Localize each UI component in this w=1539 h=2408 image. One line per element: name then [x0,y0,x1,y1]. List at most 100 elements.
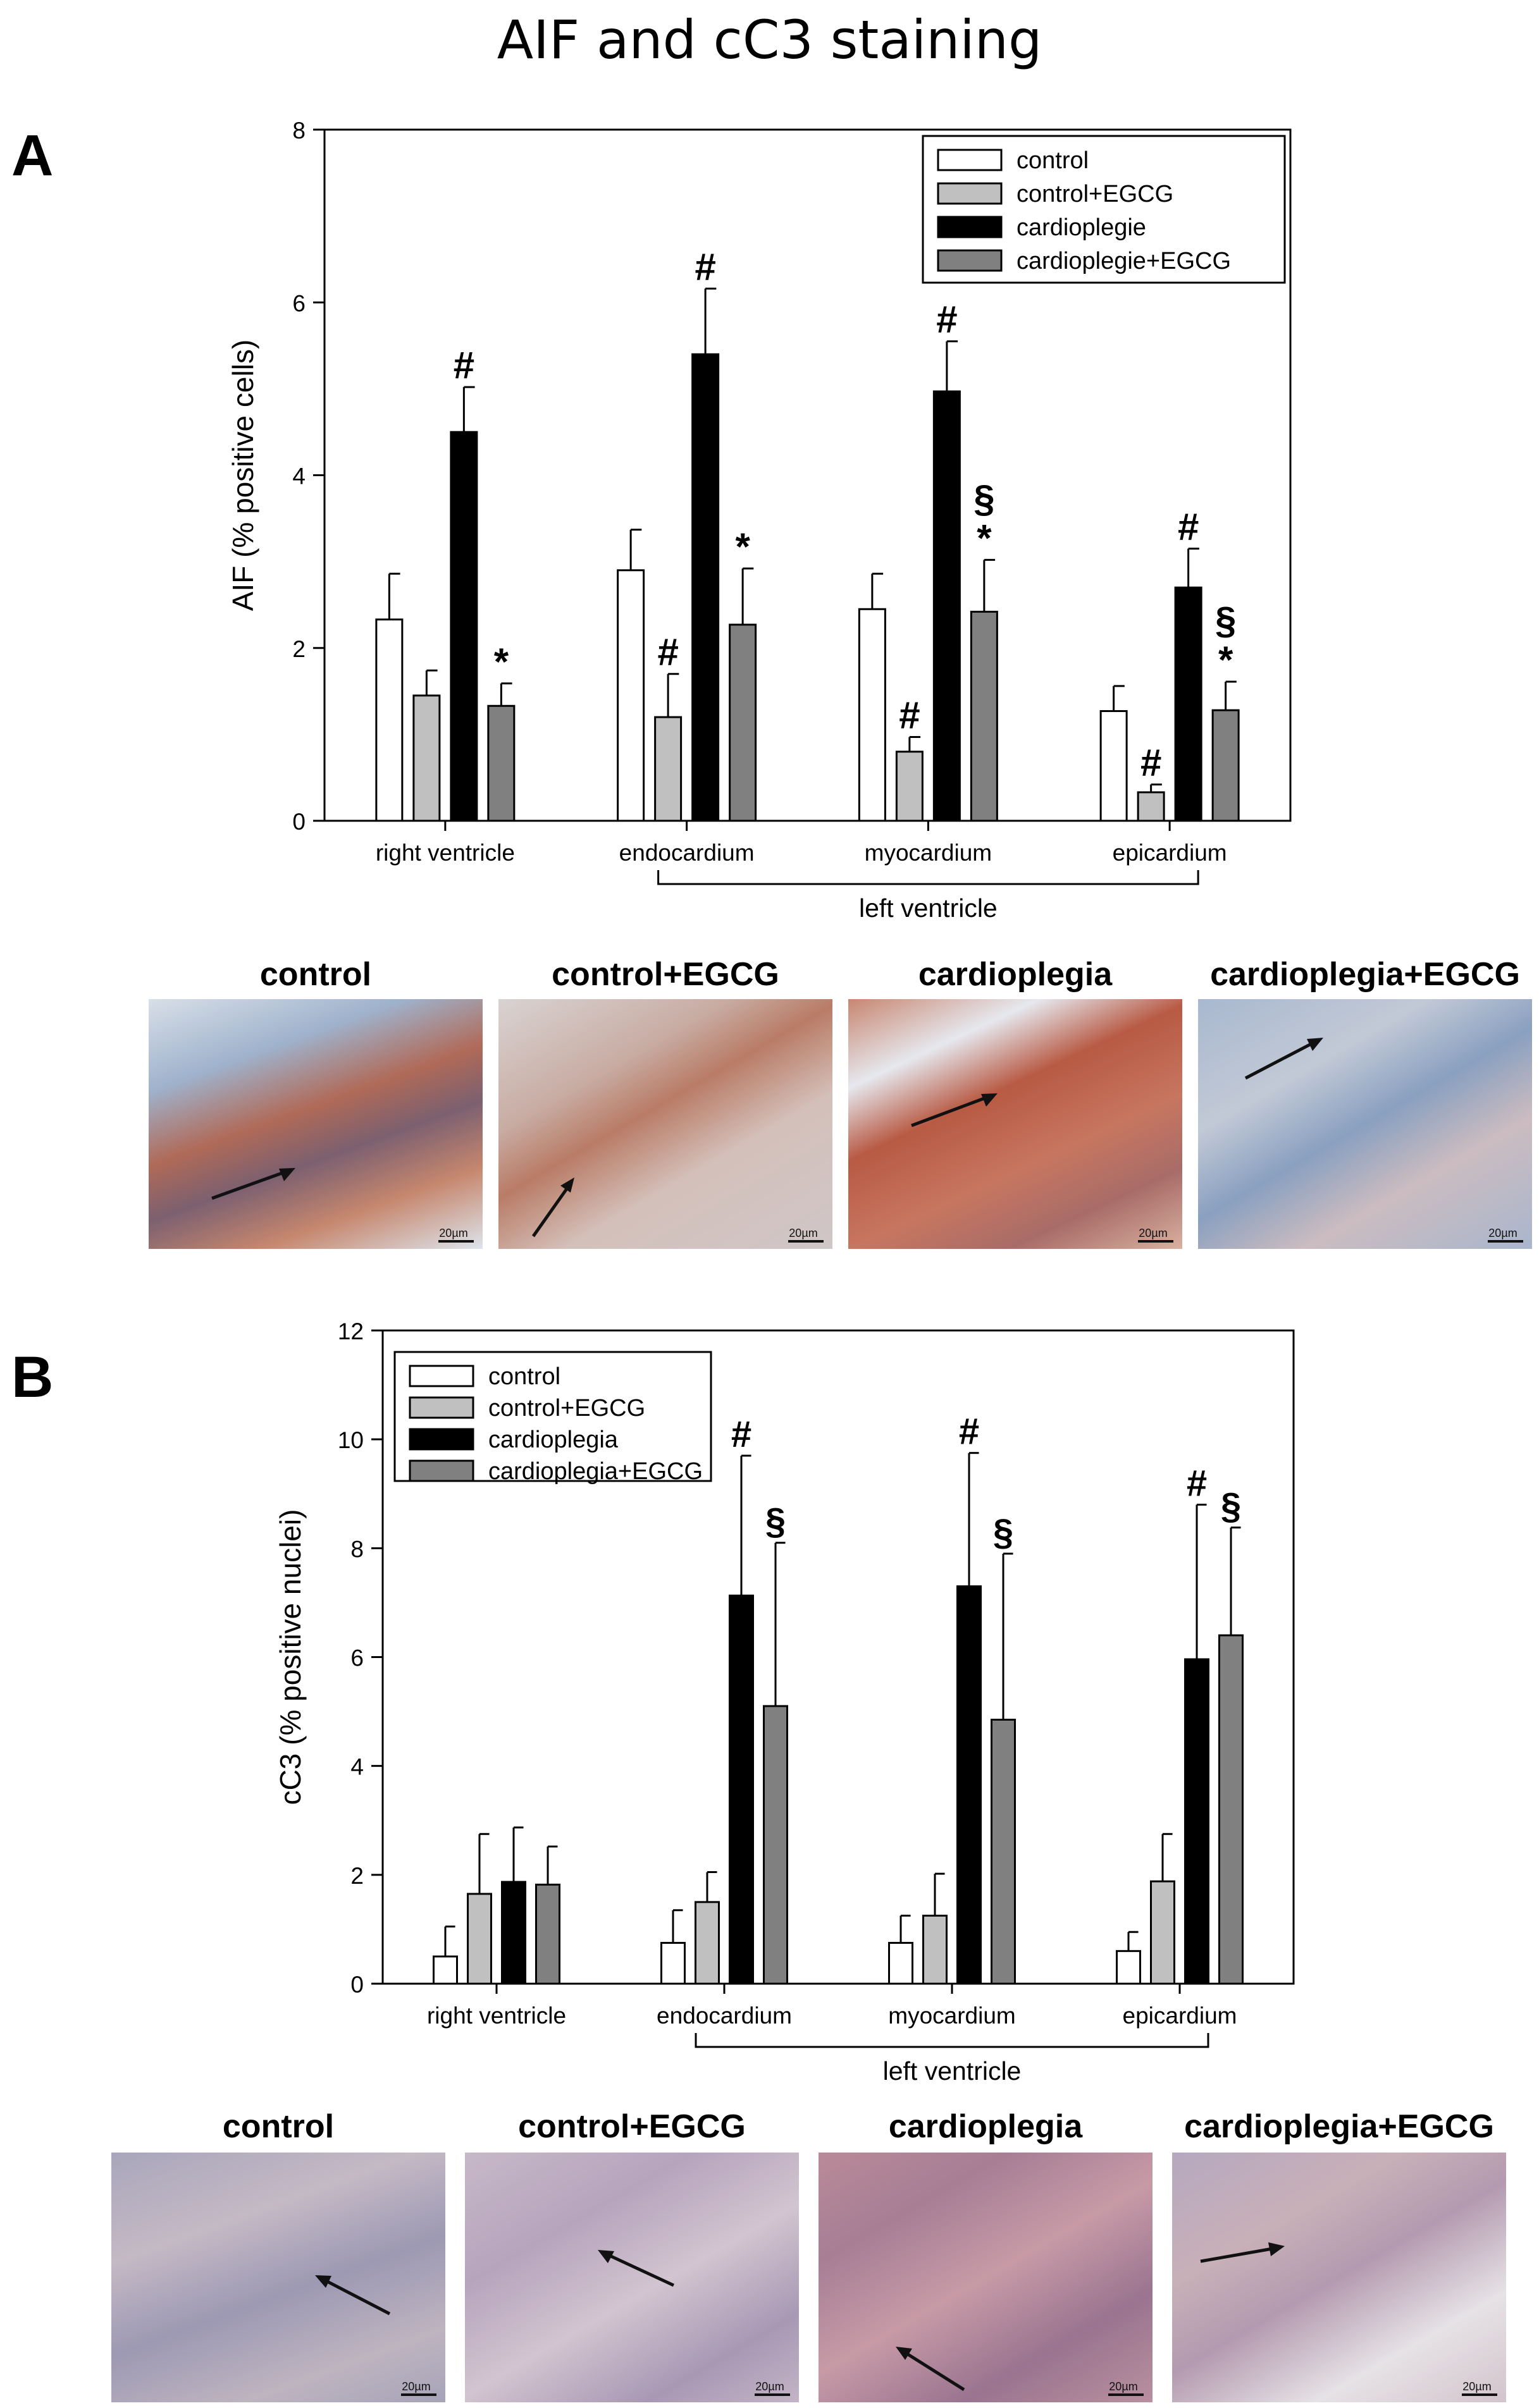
scale-bar [1108,2393,1144,2396]
left-ventricle-bracket [695,2033,1209,2048]
significance-marker: § [765,1501,786,1542]
scale-label: 20µm [1488,1227,1517,1239]
scale-bar [438,1240,474,1243]
bar [1099,710,1128,822]
significance-marker: # [657,631,678,673]
bar [691,353,720,822]
significance-marker: * [977,517,992,559]
bar [450,431,478,822]
bar [858,608,886,822]
legend-label: control [1017,147,1089,174]
y-tick-label: 6 [292,290,306,316]
group-label: left ventricle [859,894,998,923]
bar [412,694,441,822]
legend-label: cardioplegia+EGCG [488,1458,703,1485]
bar [956,1585,982,1985]
legend-swatch [409,1396,474,1419]
micro-a-label-cardioplegia: cardioplegia [918,956,1113,993]
legend-swatch [937,216,1003,238]
scale-bar [1488,1240,1523,1243]
bar [375,618,404,822]
micrograph-a-cardioplegia: 20µm [848,999,1182,1249]
legend-label: cardioplegia [488,1427,619,1453]
micrograph-b-cardioplegia: 20µm [819,2153,1153,2402]
y-axis-label: AIF (% positive cells) [226,340,259,611]
legend-swatch [937,182,1003,205]
x-category-label: endocardium [657,2003,792,2029]
aif-chart: 0 2 4 6 8 AIF (% positive cells) right ventric… [226,118,1292,923]
significance-marker: # [454,344,474,386]
scale-label: 20µm [1139,1227,1168,1239]
scale-label: 20µm [1462,2380,1492,2393]
micro-b-label-cardioplegia: cardioplegia [888,2108,1083,2145]
significance-marker: * [735,525,750,568]
legend-swatch [937,149,1003,171]
bar [501,1881,526,1985]
significance-marker: § [1221,1486,1241,1527]
micrograph-b-control-egcg: 20µm [465,2153,799,2402]
micro-b-label-control-egcg: control+EGCG [518,2108,746,2145]
significance-marker: * [1218,639,1233,681]
significance-marker: # [1187,1463,1207,1504]
micrograph-a-control: 20µm [149,999,483,1249]
legend-label: control+EGCG [1017,181,1173,207]
micrograph-a-control-egcg: 20µm [498,999,832,1249]
figure-title: AIF and cC3 staining [497,9,1042,71]
y-tick-label: 8 [350,1536,364,1562]
y-tick-label: 6 [350,1645,364,1671]
bar [932,390,961,822]
bar [991,1718,1016,1985]
scale-bar [1138,1240,1173,1243]
x-category-label: endocardium [619,840,755,866]
scale-bar [401,2393,436,2396]
y-tick-label: 2 [292,636,306,662]
y-tick-label: 0 [350,1972,364,1998]
cc3-chart: 0 2 4 6 8 10 12 cC3 (% positive nuclei) right ve… [274,1318,1295,2086]
y-tick-label: 4 [350,1754,364,1780]
micrograph-b-control: 20µm [111,2153,445,2402]
significance-marker: § [1215,599,1236,642]
bar [654,716,683,822]
bar [763,1705,788,1985]
bar [1116,1950,1141,1985]
bar [922,1914,948,1985]
scale-bar [1462,2393,1497,2396]
x-category-label: myocardium [865,840,992,866]
micro-a-label-control-egcg: control+EGCG [552,956,779,993]
significance-marker: § [993,1512,1013,1553]
scale-bar [755,2393,790,2396]
significance-marker: # [936,298,957,341]
significance-marker: # [695,245,715,288]
bar [970,610,998,822]
bar [895,751,924,822]
bar [535,1883,560,1985]
legend-swatch [937,249,1003,272]
legend-label: control+EGCG [488,1395,645,1422]
micro-b-label-control: control [222,2108,335,2145]
significance-marker: # [731,1414,751,1455]
bar [729,624,757,822]
y-tick-label: 8 [292,118,306,144]
scale-label: 20µm [402,2380,431,2393]
micrograph-b-cardioplegia-egcg: 20µm [1172,2153,1506,2402]
legend-swatch [409,1365,474,1387]
micro-a-label-control: control [259,956,372,993]
x-category-label: right ventricle [376,840,515,866]
y-tick-label: 2 [350,1863,364,1889]
significance-marker: # [1178,506,1199,548]
bar [660,1941,686,1985]
y-tick-label: 12 [338,1318,364,1344]
legend-swatch [409,1459,474,1482]
bar [1211,709,1240,822]
group-label: left ventricle [883,2056,1022,2086]
bar [433,1955,458,1985]
x-category-label: epicardium [1113,840,1227,866]
legend-label: cardioplegie [1017,214,1146,241]
bar [487,704,516,822]
legend-swatch [409,1428,474,1451]
scale-label: 20µm [439,1227,468,1239]
y-axis-label: cC3 (% positive nuclei) [274,1509,307,1805]
bar [1218,1634,1244,1985]
significance-marker: * [494,641,509,683]
x-category-label: epicardium [1123,2003,1237,2029]
